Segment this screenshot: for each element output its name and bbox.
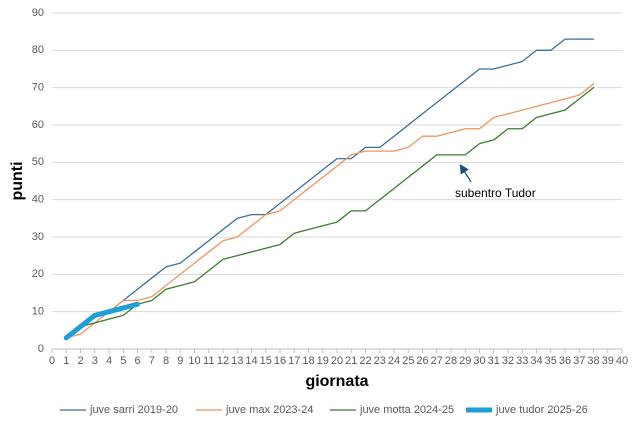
x-tick-label: 34 <box>530 355 542 367</box>
y-tick-label: 30 <box>32 231 44 243</box>
legend-label: juve max 2023-24 <box>225 404 313 416</box>
x-tick-label: 7 <box>149 355 155 367</box>
y-tick-label: 60 <box>32 119 44 131</box>
y-axis-title: punti <box>9 161 26 200</box>
x-tick-label: 37 <box>573 355 585 367</box>
x-tick-label: 10 <box>188 355 200 367</box>
x-tick-label: 22 <box>359 355 371 367</box>
y-tick-label: 20 <box>32 268 44 280</box>
line-series <box>65 87 595 339</box>
x-tick-label: 17 <box>288 355 300 367</box>
x-tick-label: 32 <box>502 355 514 367</box>
x-tick-label: 38 <box>587 355 599 367</box>
y-tick-label: 70 <box>32 82 44 94</box>
x-tick-label: 28 <box>445 355 457 367</box>
y-tick-label: 40 <box>32 194 44 206</box>
x-tick-label: 12 <box>217 355 229 367</box>
x-tick-label: 2 <box>77 355 83 367</box>
x-tick-label: 8 <box>163 355 169 367</box>
x-tick-label: 39 <box>602 355 614 367</box>
x-tick-label: 3 <box>92 355 98 367</box>
x-tick-label: 19 <box>317 355 329 367</box>
line-series <box>65 83 595 339</box>
x-tick-label: 29 <box>459 355 471 367</box>
annotation: subentro Tudor <box>455 186 536 200</box>
x-tick-label: 40 <box>616 355 628 367</box>
x-tick-label: 6 <box>134 355 140 367</box>
y-tick-label: 90 <box>32 7 44 19</box>
y-tick-label: 10 <box>32 306 44 318</box>
x-tick-label: 5 <box>120 355 126 367</box>
x-tick-label: 36 <box>559 355 571 367</box>
x-tick-label: 26 <box>416 355 428 367</box>
x-tick-label: 25 <box>402 355 414 367</box>
line-series <box>63 301 140 341</box>
x-tick-label: 15 <box>260 355 272 367</box>
x-tick-label: 21 <box>345 355 357 367</box>
line-series <box>65 38 595 339</box>
x-tick-label: 11 <box>203 355 214 367</box>
x-tick-label: 16 <box>274 355 286 367</box>
y-tick-label: 50 <box>32 156 44 168</box>
x-tick-label: 30 <box>473 355 485 367</box>
x-tick-label: 33 <box>516 355 528 367</box>
y-tick-label: 0 <box>38 343 44 355</box>
x-tick-label: 27 <box>431 355 443 367</box>
legend-label: juve sarri 2019-20 <box>89 404 178 416</box>
x-tick-label: 14 <box>245 355 257 367</box>
legend-label: juve motta 2024-25 <box>359 404 454 416</box>
x-tick-label: 1 <box>63 355 69 367</box>
x-tick-label: 35 <box>545 355 557 367</box>
x-tick-label: 13 <box>231 355 243 367</box>
x-tick-label: 18 <box>302 355 314 367</box>
y-tick-label: 80 <box>32 44 44 56</box>
x-tick-label: 0 <box>49 355 55 367</box>
legend-label: juve tudor 2025-26 <box>495 404 588 416</box>
x-axis-title: giornata <box>305 373 368 390</box>
annotation-arrow <box>459 163 472 183</box>
x-tick-label: 4 <box>106 355 112 367</box>
x-tick-label: 20 <box>331 355 343 367</box>
x-tick-label: 31 <box>488 355 500 367</box>
x-tick-label: 24 <box>388 355 400 367</box>
x-tick-label: 9 <box>177 355 183 367</box>
x-tick-label: 23 <box>374 355 386 367</box>
